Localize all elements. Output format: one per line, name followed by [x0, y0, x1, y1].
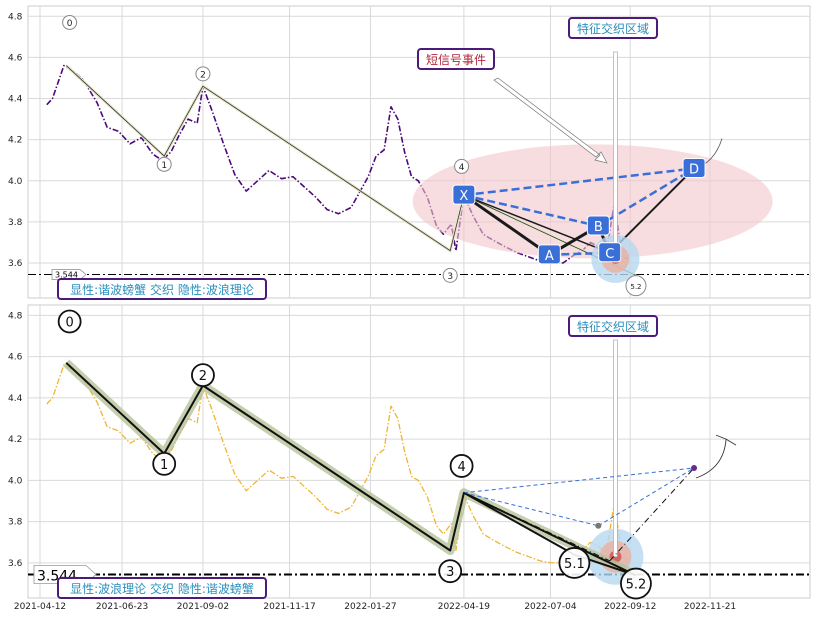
pattern-point-box-c [598, 242, 622, 263]
top-ytick-label: 4.6 [8, 53, 23, 63]
pattern-point-box-d [682, 157, 706, 178]
bottom-ytick-label: 4.6 [8, 353, 23, 363]
feature-zone-label-box [568, 315, 658, 337]
wave-label: 1 [160, 458, 168, 473]
bottom-price-series-line [46, 364, 629, 564]
wave-label: 3 [447, 272, 453, 282]
bottom-plot-area [27, 304, 811, 599]
pattern-point-label-x: X [459, 189, 468, 204]
feature-zone-label: 特征交织区域 [577, 319, 649, 334]
top-reference-label: 3.544 [55, 271, 78, 280]
bottom-ytick-label: 4.0 [8, 476, 23, 486]
pattern-point-label-a: A [545, 249, 554, 264]
explicit-implicit-label: 显性:谐波螃蟹 交织 隐性:波浪理论 [70, 282, 254, 297]
bottom-panel: 3.63.84.04.24.44.64.83.544012345.15.2特征交… [8, 304, 811, 612]
pattern-point-box-a [537, 244, 561, 265]
projection-arrow [695, 434, 737, 479]
short-signal-label-box [417, 48, 495, 70]
wave-label-circle [625, 275, 647, 297]
xtick-label: 2022-07-04 [524, 602, 577, 612]
xtick-label: 2022-09-12 [604, 602, 656, 612]
wave-label-circle [438, 559, 463, 584]
wave-label: 1 [161, 161, 167, 171]
top-ytick-label: 4.0 [8, 177, 23, 187]
projection-dashdot-cd [609, 467, 695, 562]
pattern-dashed-xd [463, 167, 695, 197]
pattern-dashed-xb [463, 193, 599, 228]
wave-label-circle [62, 14, 78, 30]
top-wave-line [65, 65, 637, 276]
wave-label: 5.2 [626, 578, 647, 593]
xtick-label: 2021-04-12 [14, 602, 66, 612]
wave-label: 4 [457, 460, 465, 475]
wave-label: 5.2 [630, 283, 641, 291]
bottom-ytick-label: 4.8 [8, 311, 23, 321]
wave-label: 2 [200, 70, 206, 80]
wave-label-circle [558, 547, 591, 579]
top-price-series-line [46, 64, 629, 264]
wave-label-circle [454, 158, 470, 174]
pattern-point-box-x [452, 184, 476, 205]
pattern-leg-xa [463, 193, 551, 257]
pattern-point-box-b [586, 215, 610, 236]
top-ytick-label: 3.8 [8, 218, 23, 228]
projection-dashed-xd [463, 467, 695, 494]
wave-label: 0 [67, 19, 73, 29]
wave-label-circle [156, 156, 172, 172]
bottom-ytick-label: 3.8 [8, 518, 23, 528]
wave-label: 2 [199, 369, 207, 384]
target-zone-pointer [613, 51, 618, 260]
bottom-ytick-label: 4.4 [8, 394, 23, 404]
wave-label-circle [449, 454, 474, 478]
explicit-implicit-label-box [57, 577, 267, 599]
feature-zone-label-box [568, 17, 658, 39]
projection-point-d [691, 465, 698, 472]
pattern-point-label-c: C [605, 247, 614, 262]
projection-dashed-xb [463, 492, 599, 527]
wave-label: 0 [65, 316, 73, 331]
top-ytick-label: 4.8 [8, 12, 23, 22]
explicit-implicit-label: 显性:波浪理论 交织 隐性:谐波螃蟹 [70, 581, 254, 596]
feature-zone-label: 特征交织区域 [577, 21, 649, 36]
signal-arrow [493, 77, 608, 164]
xtick-label: 2021-11-17 [263, 602, 315, 612]
wave-label-circle [191, 363, 215, 388]
projection-dashdot-xc [463, 492, 610, 562]
wave-label: 4 [459, 163, 465, 173]
short-signal-label: 短信号事件 [426, 53, 486, 67]
xtick-label: 2022-04-19 [438, 602, 491, 612]
projection-point-b [595, 522, 602, 529]
top-panel: 3.6 3.8 4.0 4.2 4.4 4.6 4.8 3.544 X A BC D 0 1 2 3 4 5.2 特… [8, 5, 811, 300]
top-ytick-label: 3.6 [8, 259, 23, 269]
wave-label-circle [57, 309, 82, 334]
subwave-4-51 [463, 491, 575, 556]
pattern-point-label-b: B [594, 220, 603, 235]
bottom-ytick-label: 4.2 [8, 435, 22, 445]
target-zone-pointer [613, 339, 618, 558]
wave-label: 3 [446, 565, 454, 580]
wave-label: 5.1 [564, 557, 585, 572]
pattern-leg-xc [463, 194, 611, 254]
xtick-label: 2022-11-21 [684, 602, 736, 612]
xtick-label: 2022-01-27 [344, 602, 396, 612]
xtick-label: 2021-09-02 [177, 602, 229, 612]
wave-label-circle [620, 567, 652, 600]
pattern-point-label-d: D [689, 162, 699, 177]
wave-label-circle [195, 66, 211, 82]
wave-label-circle [442, 267, 458, 283]
top-reference-tag [51, 269, 87, 280]
xtick-label: 2021-06-23 [96, 602, 148, 612]
top-ytick-label: 4.4 [8, 95, 23, 105]
wave-label-circle [152, 451, 177, 476]
bottom-ytick-label: 3.6 [8, 559, 23, 569]
top-ytick-label: 4.2 [8, 136, 22, 146]
projection-dashed-bd [598, 467, 695, 527]
explicit-implicit-label-box [57, 278, 267, 300]
